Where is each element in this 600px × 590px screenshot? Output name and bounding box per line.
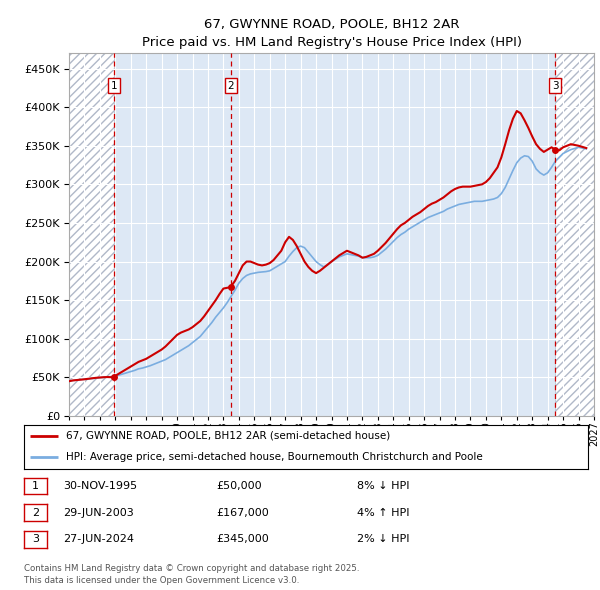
Text: 67, GWYNNE ROAD, POOLE, BH12 2AR (semi-detached house): 67, GWYNNE ROAD, POOLE, BH12 2AR (semi-d… — [66, 431, 391, 441]
Title: 67, GWYNNE ROAD, POOLE, BH12 2AR
Price paid vs. HM Land Registry's House Price I: 67, GWYNNE ROAD, POOLE, BH12 2AR Price p… — [142, 18, 521, 49]
Text: £345,000: £345,000 — [216, 535, 269, 544]
Text: 1: 1 — [32, 481, 39, 491]
Text: 3: 3 — [552, 81, 559, 91]
Text: 3: 3 — [32, 535, 39, 544]
Text: £167,000: £167,000 — [216, 508, 269, 517]
Text: £50,000: £50,000 — [216, 481, 262, 491]
Text: 2% ↓ HPI: 2% ↓ HPI — [357, 535, 409, 544]
Text: 27-JUN-2024: 27-JUN-2024 — [63, 535, 134, 544]
Text: 30-NOV-1995: 30-NOV-1995 — [63, 481, 137, 491]
Text: 8% ↓ HPI: 8% ↓ HPI — [357, 481, 409, 491]
Text: 1: 1 — [111, 81, 118, 91]
Text: HPI: Average price, semi-detached house, Bournemouth Christchurch and Poole: HPI: Average price, semi-detached house,… — [66, 452, 483, 461]
Text: 29-JUN-2003: 29-JUN-2003 — [63, 508, 134, 517]
Text: 4% ↑ HPI: 4% ↑ HPI — [357, 508, 409, 517]
Text: Contains HM Land Registry data © Crown copyright and database right 2025.
This d: Contains HM Land Registry data © Crown c… — [24, 565, 359, 585]
Text: 2: 2 — [32, 508, 39, 517]
Text: 2: 2 — [227, 81, 234, 91]
